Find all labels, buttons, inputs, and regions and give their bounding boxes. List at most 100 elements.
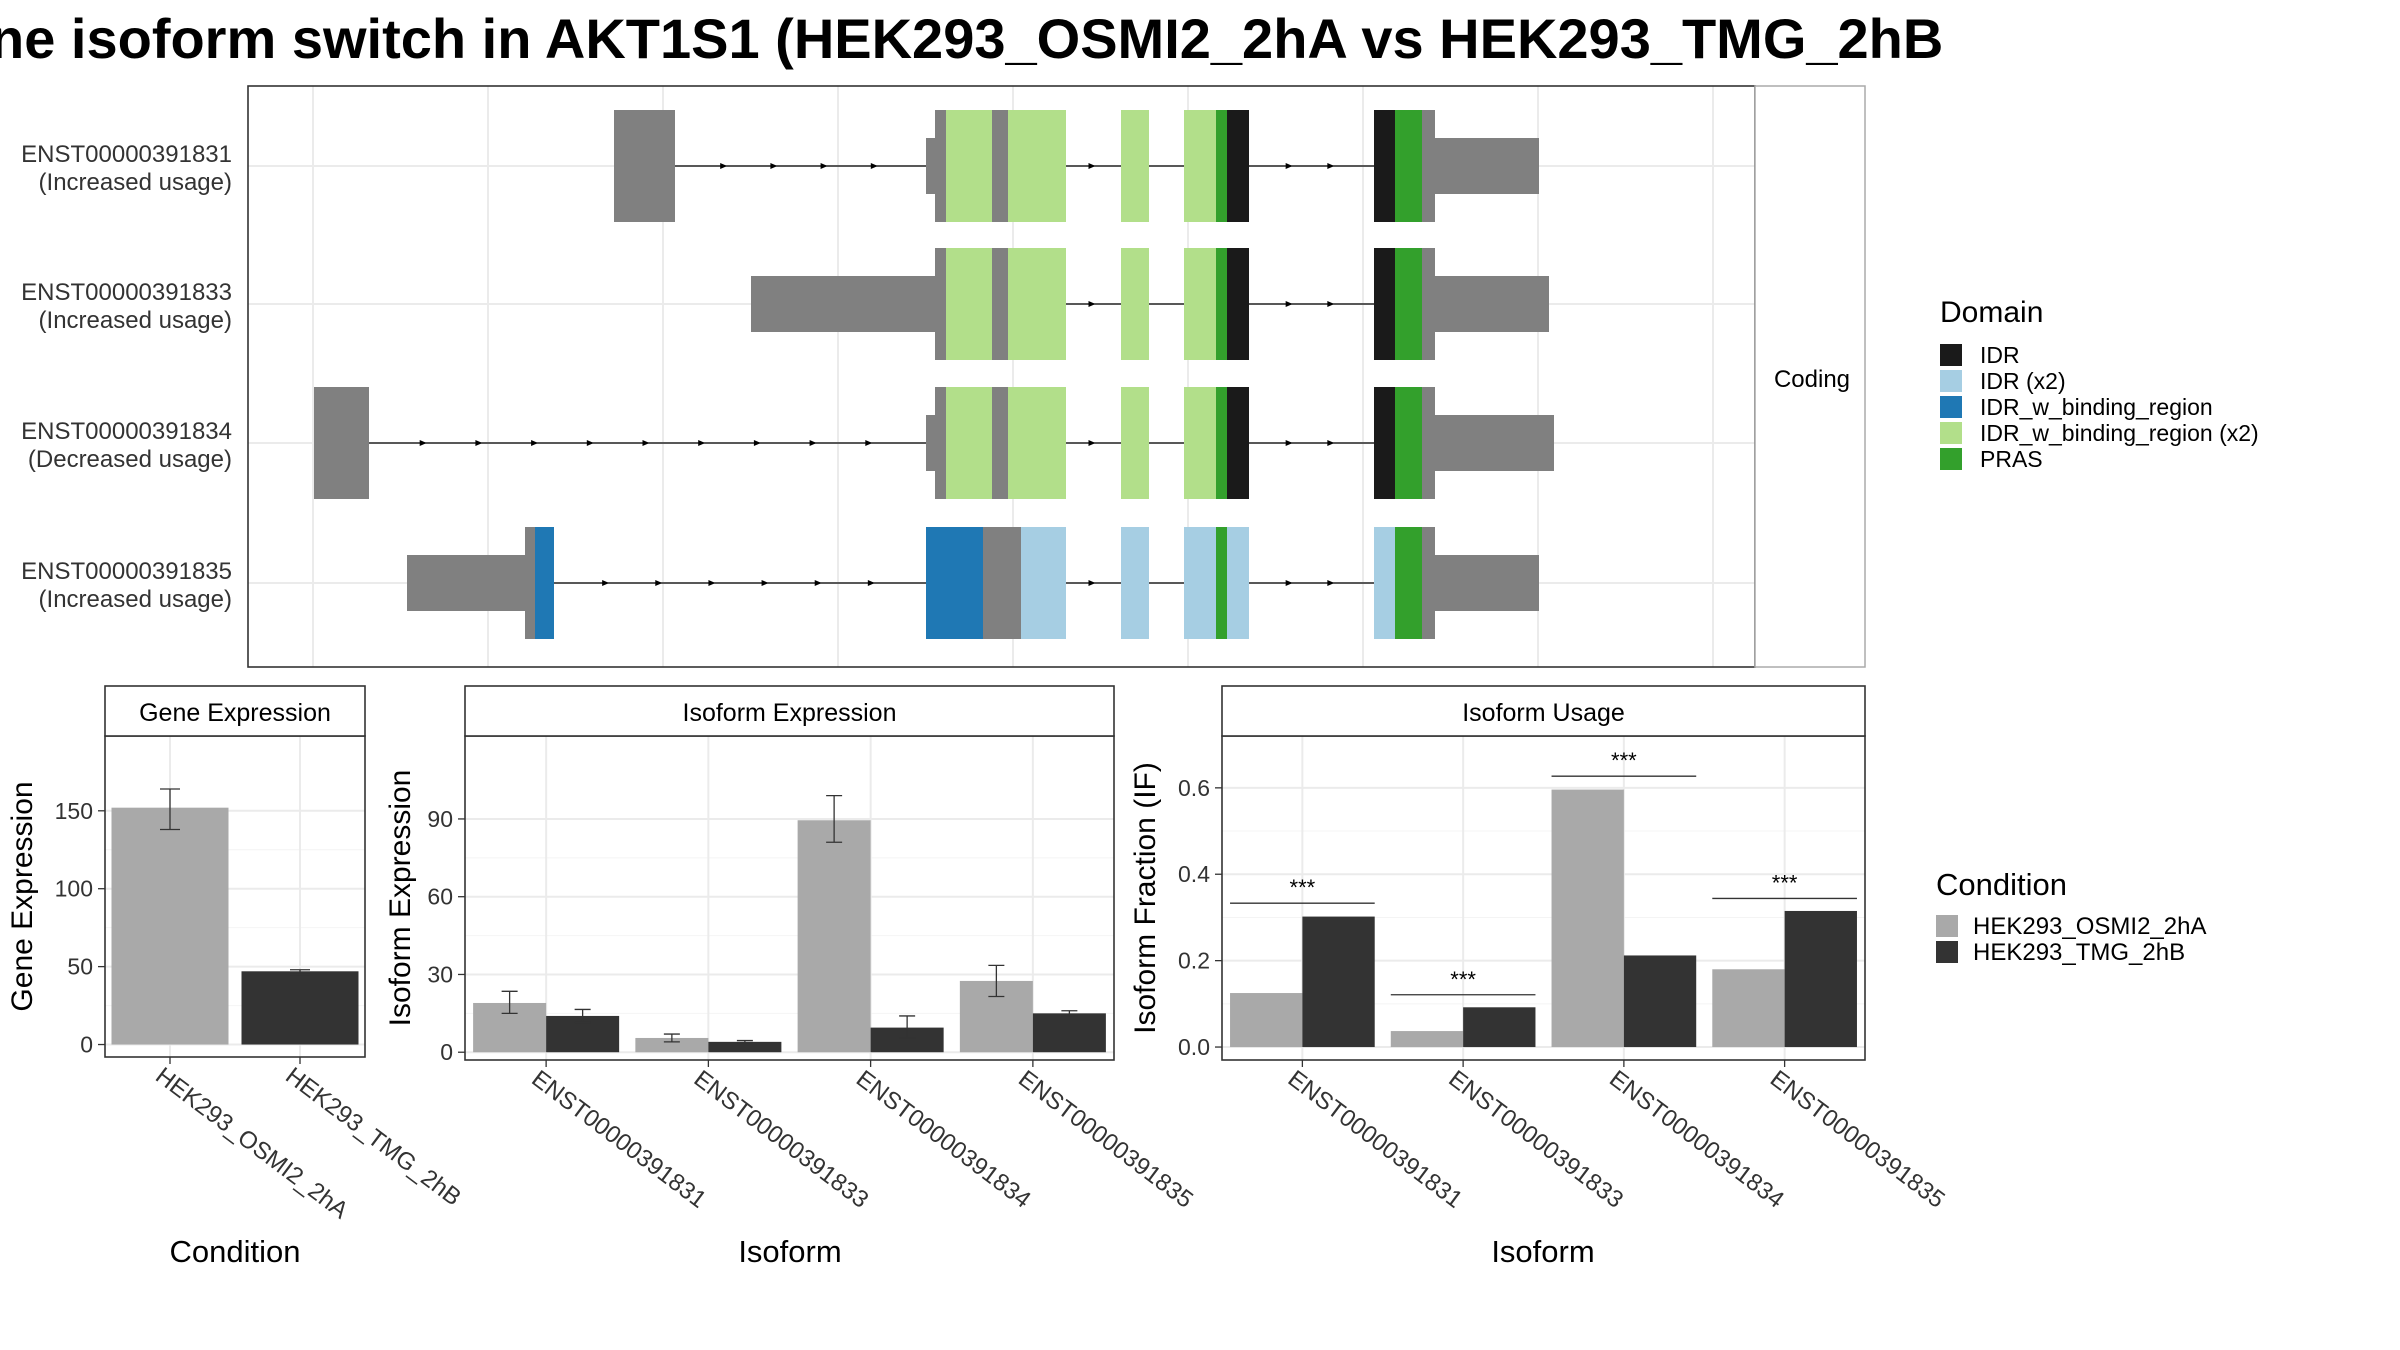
domain-legend-label: IDR (x2): [1980, 368, 2066, 394]
panel-title-strip: [464, 685, 1115, 737]
intron-arrow: [1327, 580, 1335, 586]
transcript-usage-note: (Increased usage): [39, 586, 232, 613]
significance-label: ***: [1450, 967, 1476, 992]
bar: [635, 1037, 709, 1053]
exon-segment: [1374, 110, 1395, 222]
y-axis-title: Isoform Expression: [384, 770, 417, 1027]
exon-segment: [1395, 110, 1422, 222]
bar-panel: Isoform Expression 0 30 60 90 ENST00000391831…: [384, 685, 1198, 1269]
exon-segment: [407, 555, 525, 611]
exon-segment: [1227, 527, 1249, 639]
exon-segment: [926, 138, 935, 194]
bar: [1463, 1007, 1536, 1048]
significance-label: ***: [1611, 748, 1637, 773]
exon-segment: [992, 110, 1008, 222]
exon-segment: [525, 527, 535, 639]
intron-arrow: [1327, 440, 1335, 446]
significance-label: ***: [1290, 875, 1316, 900]
exon-segment: [1395, 527, 1422, 639]
exon-segment: [1216, 110, 1227, 222]
transcript-track: ENST00000391833(Increased usage): [21, 248, 1549, 360]
exon-segment: [1422, 248, 1435, 360]
exon-segment: [1021, 527, 1066, 639]
intron-arrow: [531, 440, 539, 446]
significance-label: ***: [1772, 870, 1798, 895]
intron-arrow: [870, 163, 878, 169]
bar: [797, 820, 871, 1053]
exon-segment: [946, 248, 992, 360]
x-tick-label: ENST00000391835: [1765, 1065, 1950, 1213]
exon-segment: [935, 387, 946, 499]
exon-segment: [1008, 248, 1066, 360]
exon-segment: [992, 387, 1008, 499]
intron-arrow: [1285, 440, 1293, 446]
y-tick-label: 0.0: [1178, 1034, 1210, 1060]
exon-segment: [1216, 248, 1227, 360]
intron-arrow: [655, 580, 663, 586]
domain-legend-title: Domain: [1940, 296, 2043, 329]
exon-segment: [1121, 248, 1149, 360]
transcript-usage-note: (Increased usage): [39, 307, 232, 334]
y-axis-title: Isoform Fraction (IF): [1129, 762, 1162, 1034]
domain-legend-swatch: [1940, 422, 1962, 444]
intron-arrow: [867, 580, 875, 586]
exon-segment: [1374, 387, 1395, 499]
exon-segment: [1184, 248, 1216, 360]
exon-segment: [1216, 387, 1227, 499]
coding-facet-label: Coding: [1774, 366, 1850, 393]
y-axis-title: Gene Expression: [6, 781, 39, 1011]
exon-segment: [1121, 387, 1149, 499]
exon-segment: [1227, 248, 1249, 360]
intron-arrow: [1088, 301, 1096, 307]
x-tick-label: ENST00000391831: [527, 1065, 712, 1213]
exon-segment: [1422, 110, 1435, 222]
x-tick-label: ENST00000391834: [1604, 1065, 1789, 1213]
condition-legend-title: Condition: [1936, 867, 2067, 902]
x-axis-title: Isoform: [1491, 1234, 1594, 1269]
exon-segment: [1435, 276, 1549, 332]
exon-segment: [946, 387, 992, 499]
bar: [241, 971, 359, 1045]
intron-arrow: [602, 580, 610, 586]
x-tick-label: ENST00000391833: [689, 1065, 874, 1213]
panel-title-strip: [1221, 685, 1866, 737]
intron-arrow: [753, 440, 761, 446]
y-tick-label: 60: [427, 884, 453, 910]
exon-segment: [1184, 527, 1216, 639]
exon-segment: [935, 248, 946, 360]
bar: [1623, 955, 1697, 1048]
exon-segment: [1227, 110, 1249, 222]
panel-title: Gene Expression: [139, 699, 331, 727]
exon-segment: [614, 110, 675, 222]
exon-segment: [751, 276, 935, 332]
exon-segment: [1374, 248, 1395, 360]
bar: [1551, 789, 1624, 1048]
bar: [708, 1041, 782, 1053]
intron-arrow: [1285, 163, 1293, 169]
exon-segment: [935, 110, 946, 222]
x-tick-label: ENST00000391831: [1283, 1065, 1468, 1213]
condition-legend-label: HEK293_OSMI2_2hA: [1973, 913, 2206, 940]
x-axis-title: Condition: [170, 1234, 301, 1269]
exon-segment: [1216, 527, 1227, 639]
intron-arrow: [419, 440, 427, 446]
exon-segment: [1422, 387, 1435, 499]
x-axis-title: Isoform: [738, 1234, 841, 1269]
y-tick-label: 0: [80, 1032, 93, 1058]
intron-arrow: [761, 580, 769, 586]
exon-segment: [1435, 555, 1539, 611]
intron-arrow: [865, 440, 873, 446]
bar: [1784, 910, 1857, 1048]
intron-arrow: [1285, 580, 1293, 586]
exon-segment: [946, 110, 992, 222]
bar: [1230, 993, 1303, 1048]
panel-title: Isoform Expression: [683, 699, 897, 727]
y-tick-label: 0.4: [1178, 861, 1210, 887]
coding-facet-strip: [1754, 85, 1866, 668]
domain-legend-swatch: [1940, 448, 1962, 470]
domain-legend-swatch: [1940, 370, 1962, 392]
intron-arrow: [586, 440, 594, 446]
intron-arrow: [809, 440, 817, 446]
exon-segment: [926, 527, 983, 639]
transcript-track: ENST00000391834(Decreased usage): [21, 387, 1554, 499]
